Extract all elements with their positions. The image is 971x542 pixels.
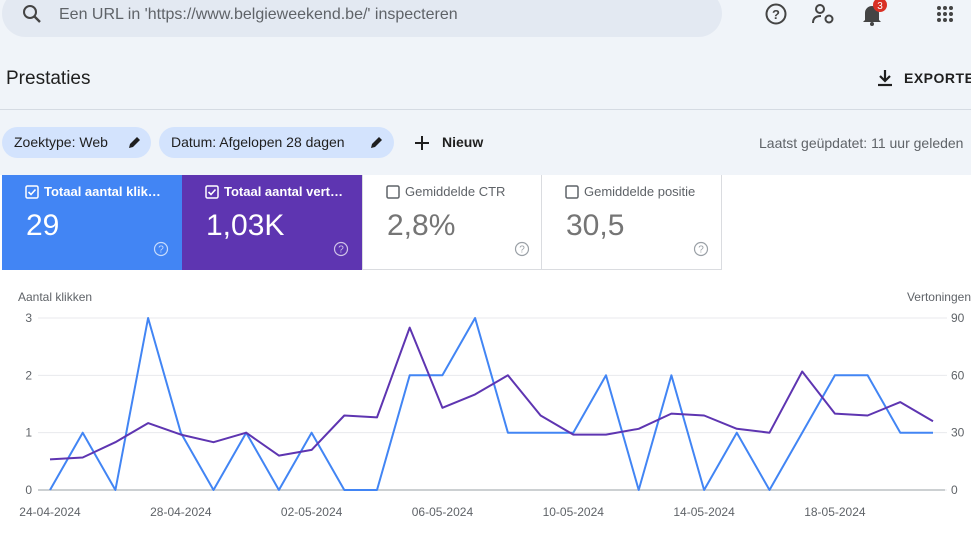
y2-tick-label: 30 xyxy=(951,426,965,440)
search-placeholder: Een URL in 'https://www.belgieweekend.be… xyxy=(59,6,458,23)
download-icon[interactable] xyxy=(875,68,895,88)
x-tick-label: 02-05-2024 xyxy=(281,505,343,519)
metric-value: 2,8% xyxy=(387,209,456,242)
apps-icon[interactable] xyxy=(937,6,953,22)
x-tick-label: 18-05-2024 xyxy=(804,505,866,519)
metric-value: 29 xyxy=(26,209,60,242)
new-filter[interactable]: Nieuw xyxy=(442,134,484,150)
export-button[interactable]: EXPORTEREN xyxy=(904,70,971,86)
filter-label: Datum: Afgelopen 28 dagen xyxy=(171,134,345,150)
y2-axis-title: Vertoningen xyxy=(907,290,971,304)
x-tick-label: 24-04-2024 xyxy=(19,505,81,519)
svg-text:?: ? xyxy=(519,245,525,256)
admin-icon[interactable] xyxy=(812,4,834,24)
plus-icon[interactable] xyxy=(414,135,430,151)
y-axis-title: Aantal klikken xyxy=(18,290,92,304)
y-tick-label: 0 xyxy=(25,483,32,497)
last-updated: Laatst geüpdatet: 11 uur geleden xyxy=(759,135,964,151)
metric-value: 30,5 xyxy=(566,209,625,242)
svg-text:?: ? xyxy=(698,245,704,256)
y2-tick-label: 90 xyxy=(951,311,965,325)
series-line xyxy=(49,326,934,461)
x-tick-label: 10-05-2024 xyxy=(543,505,605,519)
checkbox[interactable] xyxy=(205,185,219,199)
help-icon[interactable]: ? xyxy=(153,241,169,257)
y2-tick-label: 60 xyxy=(951,368,965,382)
y-tick-label: 1 xyxy=(25,426,32,440)
help-icon[interactable]: ? xyxy=(333,241,349,257)
notification-badge: 3 xyxy=(877,1,883,12)
search-bar[interactable]: Een URL in 'https://www.belgieweekend.be… xyxy=(2,0,722,37)
filter-label: Zoektype: Web xyxy=(14,134,108,150)
filter-chip[interactable]: Zoektype: Web xyxy=(2,127,151,158)
y-tick-label: 3 xyxy=(25,311,32,325)
search-icon xyxy=(23,5,41,23)
checkbox[interactable] xyxy=(565,185,579,199)
notifications-icon[interactable] xyxy=(863,0,887,26)
divider xyxy=(0,109,971,110)
y2-tick-label: 0 xyxy=(951,483,958,497)
svg-text:?: ? xyxy=(158,245,164,256)
metric-card[interactable]: Gemiddelde positie 30,5? xyxy=(542,175,722,270)
metric-value: 1,03K xyxy=(206,209,285,242)
svg-text:?: ? xyxy=(772,7,780,22)
metric-card[interactable]: Totaal aantal vertoningen1,03K? xyxy=(182,175,362,270)
checkbox[interactable] xyxy=(386,185,400,199)
page-title: Prestaties xyxy=(6,68,91,89)
series-line xyxy=(49,317,933,491)
toolbar-icons: ? 3 xyxy=(765,0,953,26)
x-tick-label: 28-04-2024 xyxy=(150,505,212,519)
x-tick-label: 14-05-2024 xyxy=(673,505,735,519)
checkbox[interactable] xyxy=(25,185,39,199)
help-icon[interactable]: ? xyxy=(514,241,530,257)
x-tick-label: 06-05-2024 xyxy=(412,505,474,519)
y-tick-label: 2 xyxy=(25,368,32,382)
edit-icon xyxy=(129,137,140,148)
metric-card[interactable]: Totaal aantal klikken 29? xyxy=(2,175,182,270)
help-icon[interactable]: ? xyxy=(693,241,709,257)
svg-text:?: ? xyxy=(338,245,344,256)
metric-card[interactable]: Gemiddelde CTR 2,8%? xyxy=(362,175,542,270)
help-icon[interactable]: ? xyxy=(765,3,787,25)
edit-icon xyxy=(371,137,382,148)
filter-chip[interactable]: Datum: Afgelopen 28 dagen xyxy=(159,127,394,158)
